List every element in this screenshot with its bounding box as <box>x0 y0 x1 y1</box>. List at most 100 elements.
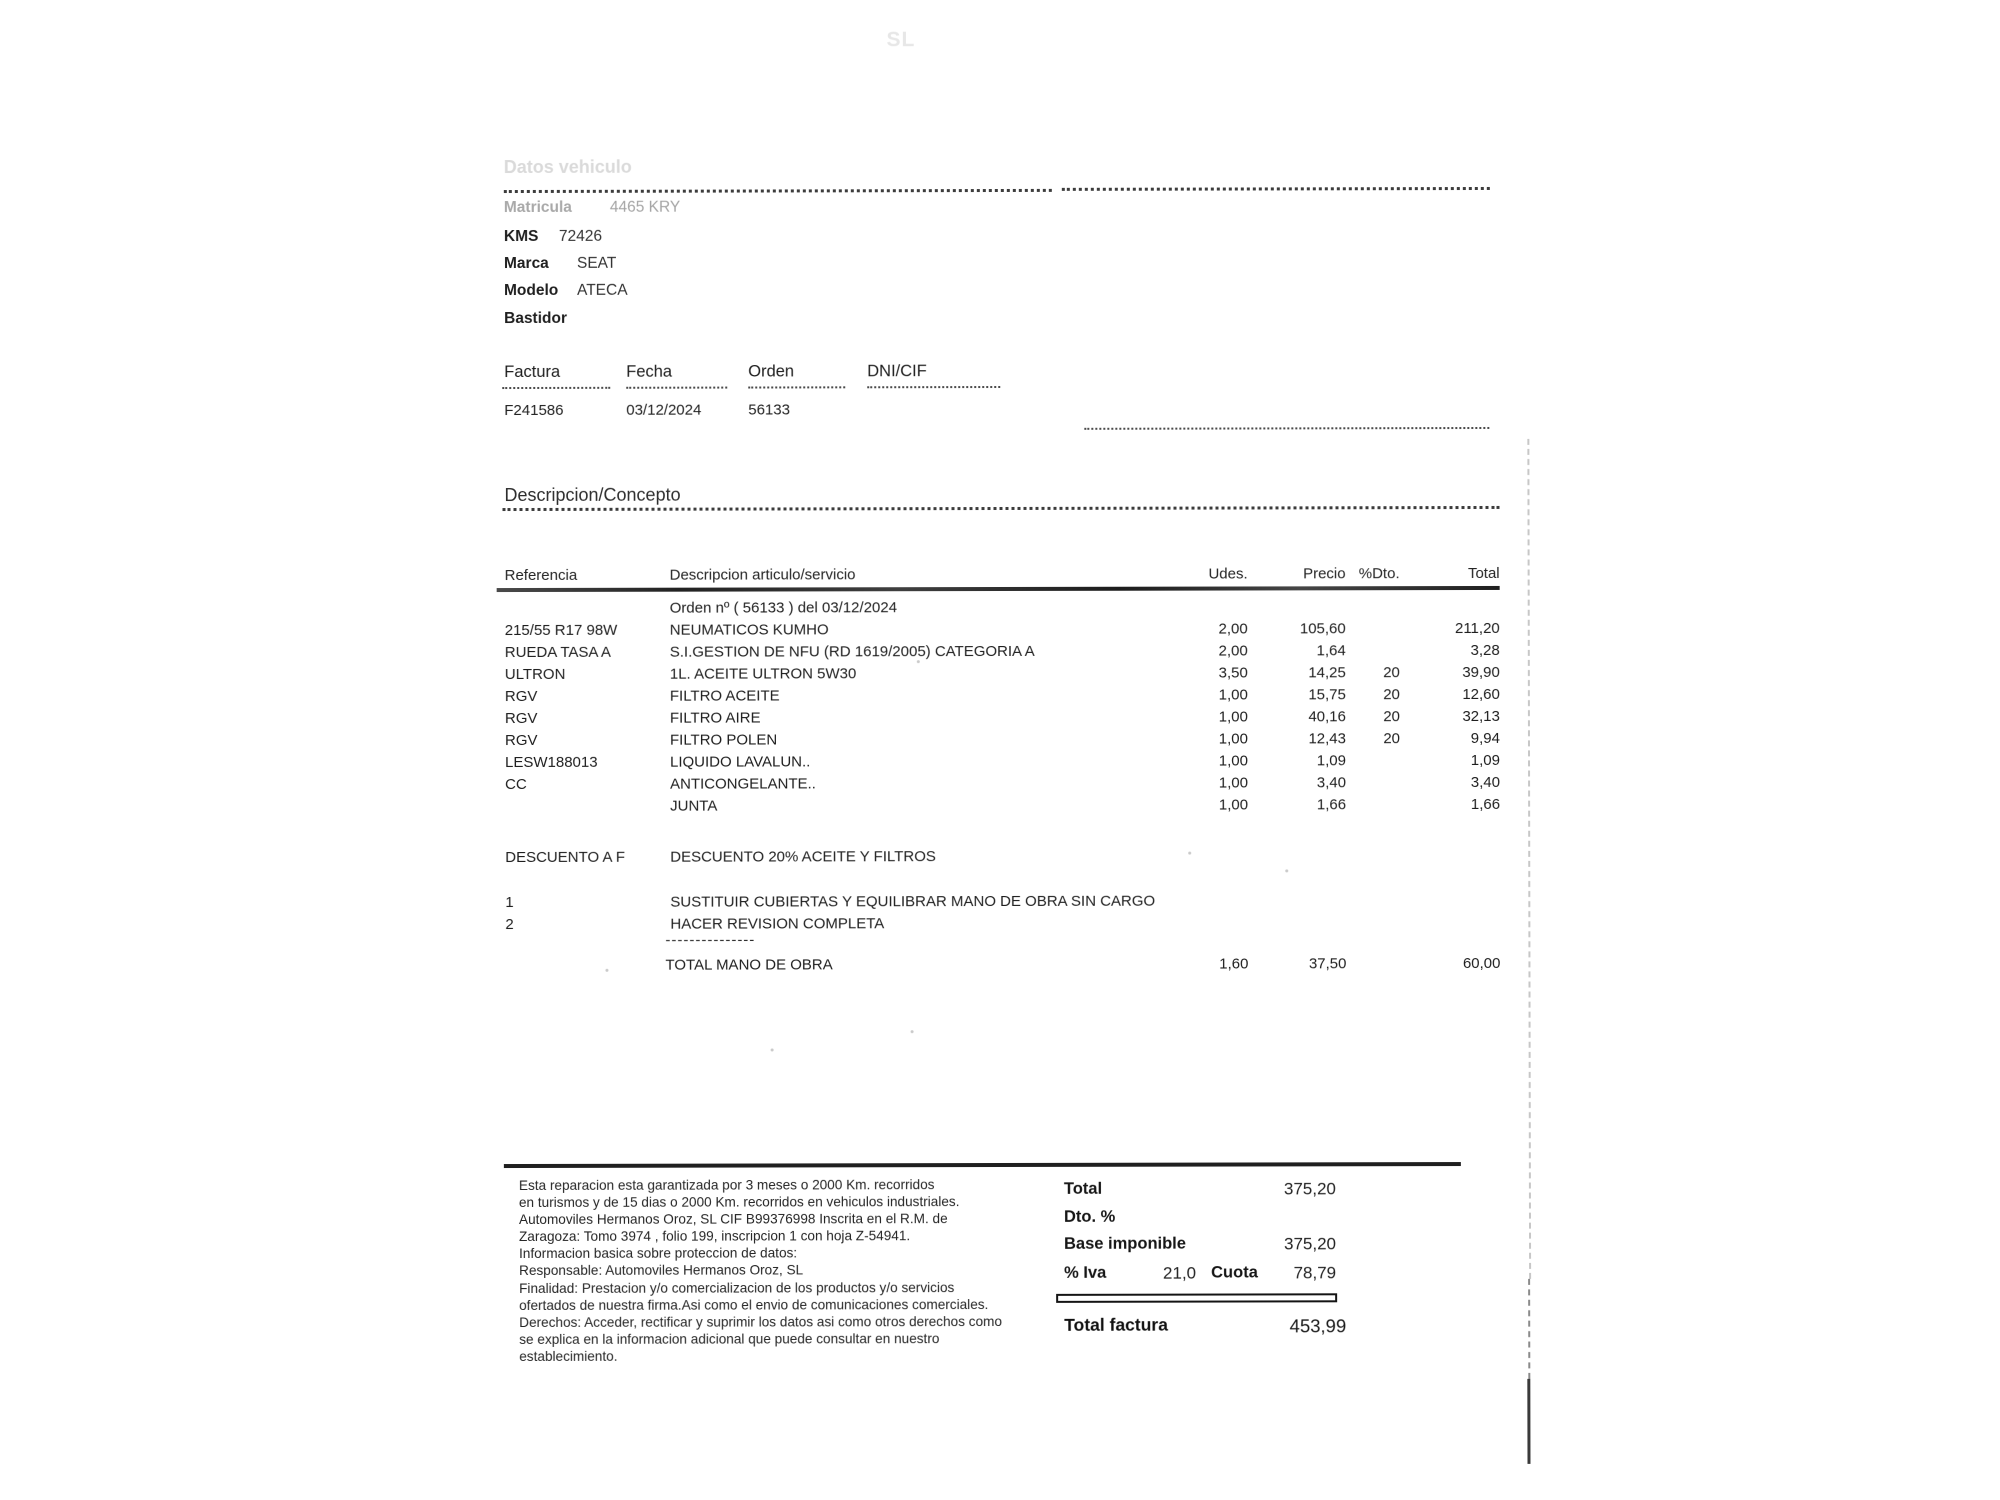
cell-units: 1,00 <box>1218 751 1249 770</box>
base-imponible-label: Base imponible <box>1064 1234 1187 1253</box>
legal-line: en turismos y de 15 dias o 2000 Km. reco… <box>518 1194 960 1211</box>
table-row: 215/55 R17 98W NEUMATICOS KUMHO 2,00 105… <box>500 617 1500 641</box>
matricula-value: 4465 KRY <box>609 198 681 216</box>
kms-label: KMS <box>503 227 539 246</box>
cell-desc: TOTAL MANO DE OBRA <box>665 955 833 974</box>
cell-desc: JUNTA <box>670 797 718 815</box>
cell-units: 1,00 <box>1218 729 1248 748</box>
cell-price: 15,75 <box>1308 685 1346 703</box>
factura-underline <box>502 386 611 390</box>
vehicle-section-title: Datos vehiculo <box>503 156 632 178</box>
header-udes: Udes. <box>1208 564 1248 583</box>
fecha-label: Fecha <box>626 362 673 381</box>
table-row: LESW188013 LIQUIDO LAVALUN.. 1,00 1,09 1… <box>500 749 1500 773</box>
cell-desc: HACER REVISION COMPLETA <box>670 914 885 933</box>
scan-speck <box>1188 851 1192 855</box>
cell-desc: SUSTITUIR CUBIERTAS Y EQUILIBRAR MANO DE… <box>670 892 1156 911</box>
bastidor-label: Bastidor <box>504 309 567 328</box>
cell-total: 1,66 <box>1470 795 1501 813</box>
orden-value: 56133 <box>748 401 791 419</box>
scan-speck <box>1285 869 1289 873</box>
cell-ref: RGV <box>504 687 538 705</box>
cell-desc: FILTRO AIRE <box>669 709 761 727</box>
legal-line: se explica en la informacion adicional q… <box>519 1330 940 1347</box>
legal-line: Derechos: Acceder, rectificar y suprimir… <box>519 1313 1002 1330</box>
cell-total: 3,40 <box>1470 773 1501 791</box>
legal-line: Esta reparacion esta garantizada por 3 m… <box>518 1177 935 1194</box>
totals-double-rule <box>1056 1293 1338 1303</box>
table-row: JUNTA 1,00 1,66 1,66 <box>500 793 1500 817</box>
total-factura-value: 453,99 <box>1289 1315 1347 1337</box>
cell-desc: DESCUENTO 20% ACEITE Y FILTROS <box>670 847 936 866</box>
cell-price: 105,60 <box>1299 619 1346 637</box>
labor-total-row: TOTAL MANO DE OBRA 1,60 37,50 60,00 <box>500 952 1500 976</box>
base-imponible-value: 375,20 <box>1284 1234 1337 1254</box>
cell-ref: 2 <box>505 915 514 933</box>
cell-units: 3,50 <box>1218 663 1248 682</box>
concept-underline-dotted <box>502 505 1500 512</box>
cell-units: 1,00 <box>1218 685 1248 704</box>
dto-label: Dto. % <box>1063 1207 1116 1226</box>
cell-total: 12,60 <box>1462 685 1500 703</box>
legal-line: Zaragoza: Tomo 3974 , folio 199, inscrip… <box>519 1228 911 1245</box>
table-row: CC ANTICONGELANTE.. 1,00 3,40 3,40 <box>500 771 1500 795</box>
cell-desc: FILTRO POLEN <box>669 730 778 749</box>
cell-desc: NEUMATICOS KUMHO <box>669 620 829 639</box>
legal-line: Automoviles Hermanos Oroz, SL CIF B99376… <box>518 1211 948 1228</box>
fecha-underline <box>626 386 728 389</box>
cell-price: 37,50 <box>1308 954 1347 972</box>
legal-line: ofertados de nuestra firma.Asi como el e… <box>519 1296 989 1313</box>
legal-text-block: Esta reparacion esta garantizada por 3 m… <box>519 1176 1109 1365</box>
table-row: ULTRON 1L. ACEITE ULTRON 5W30 3,50 14,25… <box>500 661 1500 685</box>
cell-total: 39,90 <box>1462 663 1500 681</box>
cell-total: 211,20 <box>1454 619 1500 637</box>
header-total: Total <box>1467 564 1500 582</box>
cell-units: 1,00 <box>1218 707 1248 726</box>
header-dto: %Dto. <box>1358 564 1400 582</box>
cuota-value: 78,79 <box>1293 1263 1337 1283</box>
table-header-row: Referencia Descripcion articulo/servicio… <box>500 562 1500 586</box>
cell-total: 60,00 <box>1462 954 1501 972</box>
cell-desc: ANTICONGELANTE.. <box>670 774 816 793</box>
cell-desc: Orden nº ( 56133 ) del 03/12/2024 <box>669 598 898 617</box>
separator-dotted-right-2 <box>1084 426 1490 430</box>
cell-units: 1,00 <box>1218 795 1249 814</box>
footer-separator-rule <box>503 1162 1461 1169</box>
labor-separator-dashes: --------------- <box>665 931 756 949</box>
total-factura-label: Total factura <box>1064 1314 1168 1335</box>
cell-ref: RGV <box>504 709 538 727</box>
cell-ref: LESW188013 <box>505 753 598 771</box>
legal-line: establecimiento. <box>519 1348 618 1364</box>
cell-units: 1,60 <box>1219 954 1249 973</box>
cell-desc: LIQUIDO LAVALUN.. <box>670 752 811 771</box>
dnicif-underline <box>867 385 1001 389</box>
header-referencia: Referencia <box>504 566 578 584</box>
cell-units: 2,00 <box>1218 619 1248 638</box>
separator-dotted-right <box>1061 186 1490 191</box>
orden-underline <box>748 386 846 389</box>
cell-units: 1,00 <box>1218 773 1249 792</box>
cell-desc: S.I.GESTION DE NFU (RD 1619/2005) CATEGO… <box>669 642 1035 661</box>
cell-total: 32,13 <box>1462 707 1500 725</box>
legal-line: Finalidad: Prestacion y/o comercializaci… <box>519 1279 955 1296</box>
cell-total: 1,09 <box>1470 751 1501 769</box>
cell-ref: RUEDA TASA A <box>504 643 611 661</box>
cell-ref: CC <box>505 775 527 793</box>
total-value: 375,20 <box>1283 1179 1336 1199</box>
table-row: RGV FILTRO AIRE 1,00 40,16 20 32,13 <box>500 705 1500 729</box>
cell-price: 12,43 <box>1308 729 1346 747</box>
dnicif-label: DNI/CIF <box>867 362 927 381</box>
cell-price: 14,25 <box>1308 663 1346 681</box>
watermark-text: SL <box>886 28 916 52</box>
cell-ref: 1 <box>505 893 514 911</box>
table-header-rule <box>496 585 1500 593</box>
iva-label: % Iva <box>1064 1263 1107 1282</box>
legal-line: Informacion basica sobre proteccion de d… <box>519 1245 798 1262</box>
total-label: Total <box>1063 1179 1103 1198</box>
scan-artifact-dashed-line <box>1527 438 1532 1279</box>
orden-label: Orden <box>748 362 795 381</box>
cell-units: 2,00 <box>1218 641 1248 660</box>
cell-total: 3,28 <box>1470 641 1500 659</box>
